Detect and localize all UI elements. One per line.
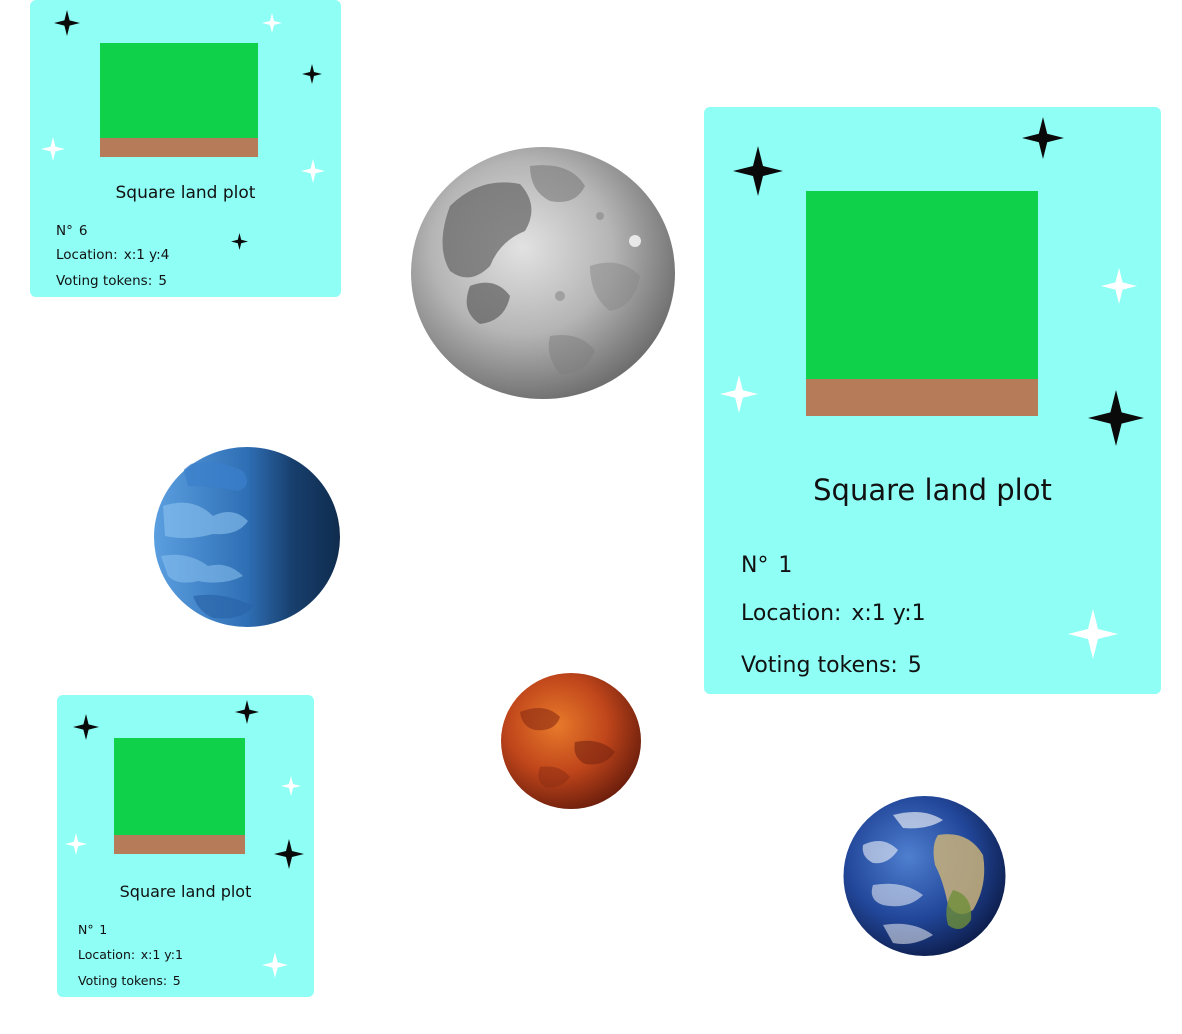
card-title: Square land plot <box>115 183 256 203</box>
star-icon <box>73 714 99 740</box>
location-value: x:1 y:1 <box>140 947 183 962</box>
blue-planet-icon <box>154 447 340 627</box>
plot-number-label: N° <box>56 223 73 239</box>
location-row: Location: x:1 y:1 <box>78 947 183 962</box>
star-icon <box>1101 268 1137 304</box>
moon-icon <box>411 147 675 399</box>
star-icon <box>231 233 248 250</box>
card-title: Square land plot <box>119 882 252 901</box>
star-icon <box>733 146 783 196</box>
star-icon <box>281 776 301 796</box>
plot-number-row: N° 1 <box>741 553 792 578</box>
plot-number-row: N° 1 <box>78 922 107 937</box>
plot-number-label: N° <box>741 553 769 578</box>
voting-tokens-value: 5 <box>158 273 167 289</box>
voting-tokens-row: Voting tokens: 5 <box>56 273 167 289</box>
location-row: Location: x:1 y:4 <box>56 247 169 263</box>
earth-icon <box>843 796 1006 956</box>
mars-icon <box>501 673 641 809</box>
star-icon <box>54 10 80 36</box>
star-icon <box>302 64 322 84</box>
star-icon <box>235 700 259 724</box>
soil-strip <box>806 379 1038 416</box>
soil-strip <box>114 835 245 854</box>
plot-number-value: 1 <box>99 922 108 937</box>
land-plot-image <box>100 43 258 157</box>
land-plot-card-1-small[interactable]: Square land plot N° 1 Location: x:1 y:1 Vo… <box>57 695 314 997</box>
land-plot-image <box>114 738 245 854</box>
star-icon <box>41 137 65 161</box>
plot-number-label: N° <box>78 922 94 937</box>
star-icon <box>1068 609 1118 659</box>
voting-tokens-value: 5 <box>172 973 181 988</box>
voting-tokens-value: 5 <box>907 653 922 678</box>
voting-tokens-row: Voting tokens: 5 <box>741 653 922 678</box>
star-icon <box>1022 117 1064 159</box>
location-label: Location: <box>78 947 136 962</box>
voting-tokens-label: Voting tokens: <box>56 273 153 289</box>
voting-tokens-row: Voting tokens: 5 <box>78 973 181 988</box>
location-value: x:1 y:1 <box>851 601 926 626</box>
voting-tokens-label: Voting tokens: <box>741 653 898 678</box>
soil-strip <box>100 138 258 157</box>
location-value: x:1 y:4 <box>123 247 170 263</box>
plot-number-row: N° 6 <box>56 223 88 239</box>
location-label: Location: <box>741 601 842 626</box>
star-icon <box>720 375 758 413</box>
card-title: Square land plot <box>813 473 1052 507</box>
star-icon <box>301 159 325 183</box>
voting-tokens-label: Voting tokens: <box>78 973 168 988</box>
plot-number-value: 1 <box>778 553 793 578</box>
location-label: Location: <box>56 247 118 263</box>
land-plot-card-1-large[interactable]: Square land plot N° 1 Location: x:1 y:1 Vo… <box>704 107 1161 694</box>
star-icon <box>262 13 282 33</box>
land-plot-card-6[interactable]: Square land plot N° 6 Location: x:1 y:4 Vo… <box>30 0 341 297</box>
land-plot-image <box>806 191 1038 416</box>
location-row: Location: x:1 y:1 <box>741 601 926 626</box>
star-icon <box>65 833 87 855</box>
plot-number-value: 6 <box>78 223 88 239</box>
star-icon <box>274 839 304 869</box>
star-icon <box>262 952 288 978</box>
star-icon <box>1088 390 1144 446</box>
